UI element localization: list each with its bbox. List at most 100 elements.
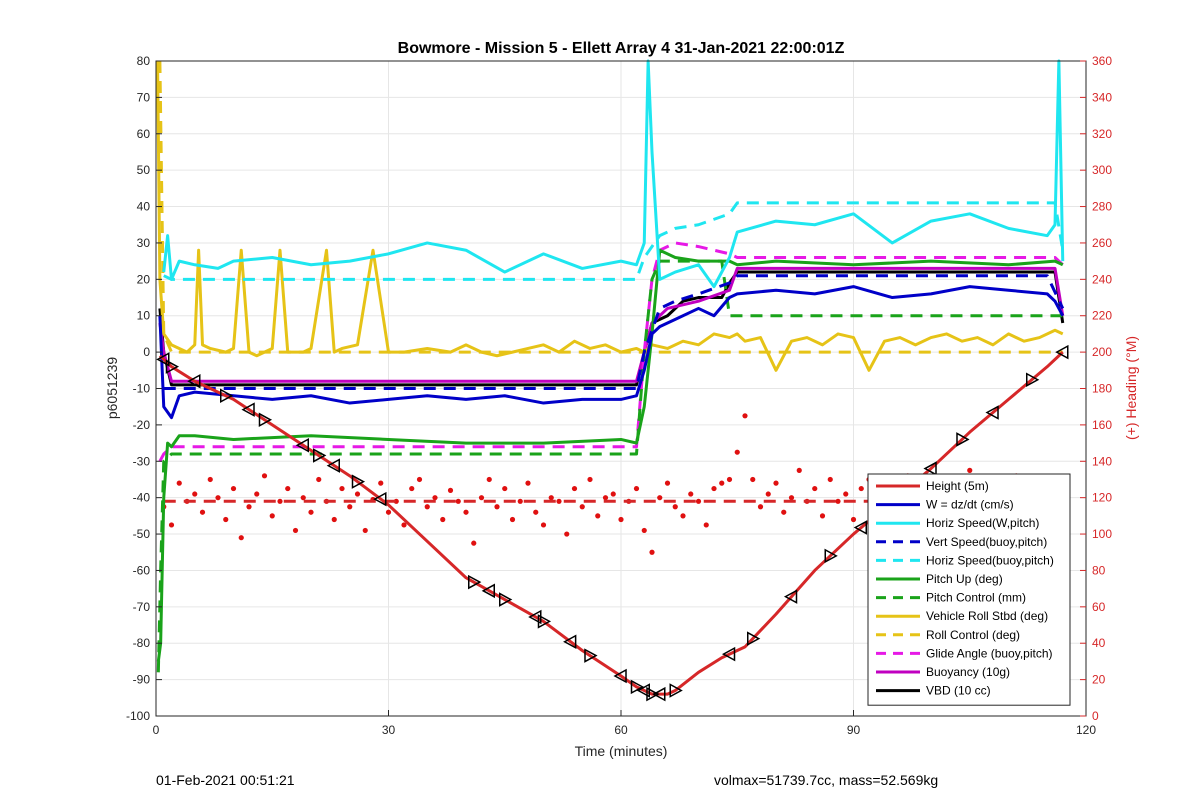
x-axis-label: Time (minutes)	[575, 743, 668, 759]
heading-point	[176, 480, 182, 486]
x-tick-label: 60	[614, 723, 628, 737]
y-tick-label: 60	[137, 127, 151, 141]
heading-point	[540, 522, 547, 528]
y2-tick-label: 200	[1092, 345, 1112, 359]
heading-triangle-marker	[220, 388, 234, 404]
y-tick-label: -20	[133, 418, 151, 432]
heading-triangle-marker	[646, 686, 660, 702]
y2-tick-label: 220	[1092, 309, 1112, 323]
heading-point	[703, 522, 709, 528]
legend-label-horiz-speed-w-pitch: Horiz Speed(W,pitch)	[926, 516, 1039, 530]
heading-triangle-marker	[824, 548, 838, 564]
heading-point	[416, 476, 423, 483]
y2-tick-label: 80	[1092, 563, 1106, 577]
series-line-vehicle-roll-stbd-deg	[156, 60, 1064, 372]
heading-point	[378, 480, 384, 486]
heading-point	[602, 495, 609, 501]
legend: Height (5m) W = dz/dt (cm/s) Horiz Speed(W…	[867, 473, 1071, 706]
heading-point	[719, 480, 725, 486]
heading-point	[750, 476, 756, 483]
heading-point	[478, 495, 485, 501]
y-tick-label: -60	[133, 563, 151, 577]
y2-tick-label: 240	[1092, 272, 1112, 286]
heading-point	[742, 413, 748, 419]
heading-point	[440, 516, 446, 523]
heading-point	[447, 487, 454, 493]
heading-triangle-marker	[853, 520, 867, 535]
x-tick-label: 30	[382, 723, 396, 737]
heading-point	[230, 485, 237, 492]
heading-point	[711, 485, 717, 492]
y-tick-label: -90	[133, 673, 151, 687]
heading-point	[362, 527, 368, 534]
heading-point	[533, 509, 539, 515]
heading-point	[502, 485, 508, 492]
y-tick-label: -50	[133, 527, 151, 541]
heading-point	[695, 498, 702, 504]
legend-label-height-5m: Height (5m)	[926, 479, 989, 493]
heading-point	[424, 504, 430, 510]
heading-point	[517, 498, 523, 504]
heading-triangle-marker	[563, 634, 577, 650]
y2-tick-label: 360	[1092, 54, 1112, 68]
heading-point	[571, 485, 578, 492]
heading-point	[610, 491, 616, 497]
heading-point	[587, 476, 593, 483]
y2-tick-label: 300	[1092, 163, 1112, 177]
heading-triangle-marker	[630, 679, 645, 695]
heading-point	[261, 473, 268, 479]
legend-label-vert-speed-buoy-pitch: Vert Speed(buoy,pitch)	[926, 535, 1047, 549]
x-tick-label: 90	[847, 723, 861, 737]
heading-point	[967, 467, 973, 473]
y-tick-label: -30	[133, 454, 151, 468]
heading-triangle-marker	[258, 412, 273, 428]
y-tick-label: -40	[133, 491, 151, 505]
y2-axis-label: (+) Heading (°M)	[1123, 336, 1139, 440]
series-line-w-dz-dt-cm-s	[158, 285, 1065, 420]
heading-point	[765, 491, 771, 497]
heading-point	[347, 504, 353, 510]
heading-point	[579, 504, 585, 510]
heading-triangle-marker	[1026, 372, 1040, 388]
y-tick-label: -80	[133, 636, 151, 650]
heading-point	[494, 504, 500, 510]
heading-point	[168, 522, 175, 528]
heading-triangle-marker	[295, 438, 309, 453]
series-line-horiz-speed-buoy-pitch	[163, 201, 1065, 281]
heading-triangle-marker	[156, 352, 170, 367]
chart-title: Bowmore - Mission 5 - Ellett Array 4 31-…	[398, 40, 845, 57]
series-line-horiz-speed-w-pitch	[162, 59, 1065, 289]
y2-tick-label: 280	[1092, 200, 1112, 214]
y-tick-label: 30	[137, 236, 151, 250]
heading-triangle-marker	[165, 359, 180, 374]
heading-point	[812, 485, 818, 492]
heading-point	[734, 449, 740, 455]
y2-tick-label: 180	[1092, 382, 1112, 396]
heading-triangle-marker	[313, 448, 327, 463]
y-tick-label: 20	[137, 272, 151, 286]
y2-tick-label: 320	[1092, 127, 1112, 141]
legend-label-buoyancy-10g: Buoyancy (10g)	[926, 665, 1010, 679]
heading-triangle-marker	[613, 668, 627, 684]
heading-point	[223, 516, 229, 523]
heading-point	[339, 485, 345, 492]
series-group	[156, 59, 1069, 702]
y-tick-label: 80	[137, 54, 151, 68]
heading-point	[843, 491, 849, 497]
heading-point	[432, 495, 438, 501]
heading-point	[331, 516, 337, 523]
x-tick-label: 120	[1076, 723, 1096, 737]
heading-point	[292, 527, 299, 534]
legend-label-pitch-control-mm: Pitch Control (mm)	[926, 591, 1026, 605]
heading-point	[680, 513, 686, 519]
y-tick-label: 40	[137, 200, 151, 214]
heading-point	[285, 485, 291, 492]
heading-point	[858, 485, 864, 492]
legend-label-pitch-up-deg: Pitch Up (deg)	[926, 572, 1003, 586]
y-tick-label: 50	[137, 163, 151, 177]
heading-point	[835, 498, 841, 504]
heading-triangle-marker	[923, 461, 937, 476]
y2-tick-label: 40	[1092, 636, 1106, 650]
heading-triangle-marker	[584, 648, 598, 663]
